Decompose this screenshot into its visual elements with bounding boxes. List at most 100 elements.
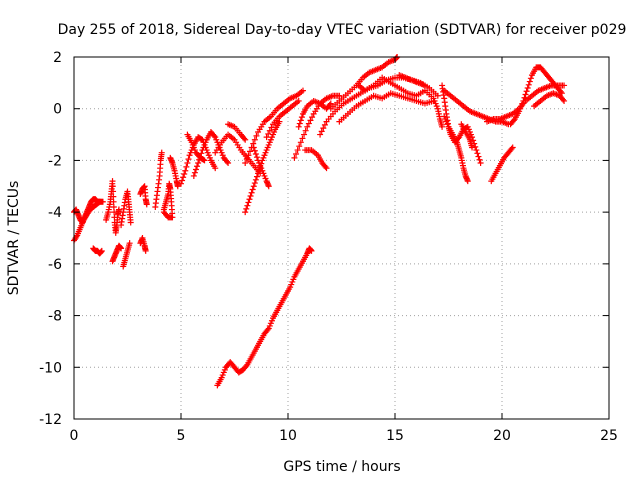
- data-point: [253, 132, 260, 139]
- data-point: [557, 88, 564, 95]
- series-arc-08: [137, 183, 150, 208]
- data-point: [472, 143, 479, 150]
- data-point: [179, 177, 186, 184]
- series-arc-36: [531, 90, 568, 110]
- data-point: [253, 173, 260, 180]
- data-point: [527, 75, 534, 82]
- data-point: [559, 96, 566, 103]
- data-point: [509, 144, 516, 151]
- data-point: [299, 135, 306, 142]
- data-point: [326, 101, 333, 108]
- series-arc-14: [184, 131, 208, 164]
- data-point: [180, 174, 187, 181]
- series-arc-04: [103, 178, 122, 236]
- data-point: [244, 202, 251, 209]
- series-arc-27: [336, 90, 437, 125]
- data-point: [194, 163, 201, 170]
- data-point: [247, 148, 254, 155]
- series-arc-05: [109, 242, 125, 265]
- data-point: [510, 117, 517, 124]
- data-point: [251, 180, 258, 187]
- data-point: [110, 198, 117, 205]
- series-arc-07: [120, 240, 133, 270]
- series-arc-23: [302, 147, 330, 172]
- series-arc-35: [507, 64, 565, 128]
- data-point: [126, 240, 133, 247]
- data-point: [246, 196, 253, 203]
- data-point: [296, 143, 303, 150]
- data-point: [198, 150, 205, 157]
- data-point: [524, 85, 531, 92]
- series-arc-11: [160, 180, 176, 221]
- data-point: [242, 209, 249, 216]
- series-arc-31: [441, 113, 471, 185]
- data-point: [265, 130, 272, 137]
- data-point: [201, 157, 208, 164]
- data-point: [212, 165, 219, 172]
- y-tick-label: -8: [48, 309, 62, 325]
- series-arc-38: [214, 245, 315, 389]
- data-point: [477, 160, 484, 167]
- x-tick-labels: 0 5 10 15 20 25: [70, 428, 618, 444]
- series-arc-28: [355, 74, 446, 130]
- data-point: [298, 114, 305, 121]
- series-arc-13: [178, 134, 219, 187]
- data-point: [181, 171, 188, 178]
- data-point: [250, 183, 257, 190]
- data-point: [174, 183, 181, 190]
- data-point: [245, 152, 252, 159]
- data-point: [434, 92, 441, 99]
- data-point: [185, 156, 192, 163]
- data-point: [301, 131, 308, 138]
- data-point: [318, 128, 325, 135]
- data-point: [295, 97, 302, 104]
- y-tick-label: -10: [39, 360, 62, 376]
- data-point: [293, 150, 300, 157]
- series-arc-26: [327, 54, 401, 112]
- data-point: [291, 154, 298, 161]
- data-point: [522, 91, 529, 98]
- x-tick-label: 15: [386, 428, 404, 444]
- axis-ticks: [73, 56, 610, 420]
- data-point: [109, 183, 116, 190]
- data-point: [192, 166, 199, 173]
- plot-frame: [73, 56, 610, 420]
- data-point: [183, 163, 190, 170]
- data-point: [327, 100, 334, 107]
- series-arc-19: [242, 118, 283, 216]
- y-tick-label: -2: [48, 153, 62, 169]
- data-point: [98, 247, 105, 254]
- data-point: [264, 326, 271, 333]
- data-point: [211, 132, 218, 139]
- data-point: [250, 144, 257, 151]
- data-point: [266, 127, 273, 134]
- data-point: [523, 88, 530, 95]
- data-point: [142, 247, 149, 254]
- data-point: [309, 114, 316, 121]
- data-point: [143, 201, 150, 208]
- series-arc-20: [250, 144, 272, 190]
- data-point: [322, 163, 329, 170]
- series-arc-10: [152, 149, 165, 210]
- data-point: [242, 160, 249, 167]
- series-arc-02: [71, 196, 103, 226]
- data-point: [248, 189, 255, 196]
- data-point: [160, 209, 167, 216]
- data-point: [321, 121, 328, 128]
- data-point: [469, 144, 476, 151]
- data-point: [109, 178, 116, 185]
- data-point: [295, 123, 302, 130]
- data-point: [299, 87, 306, 94]
- data-point: [305, 120, 312, 127]
- data-point: [158, 149, 165, 156]
- data-point: [323, 165, 330, 172]
- x-tick-label: 10: [279, 428, 297, 444]
- data-point: [336, 92, 343, 99]
- data-point: [196, 156, 203, 163]
- data-point: [243, 362, 250, 369]
- y-tick-label: -6: [48, 257, 62, 273]
- series-arc-22: [291, 92, 343, 161]
- data-point: [265, 183, 272, 190]
- data-point: [198, 136, 205, 143]
- data-point: [525, 81, 532, 88]
